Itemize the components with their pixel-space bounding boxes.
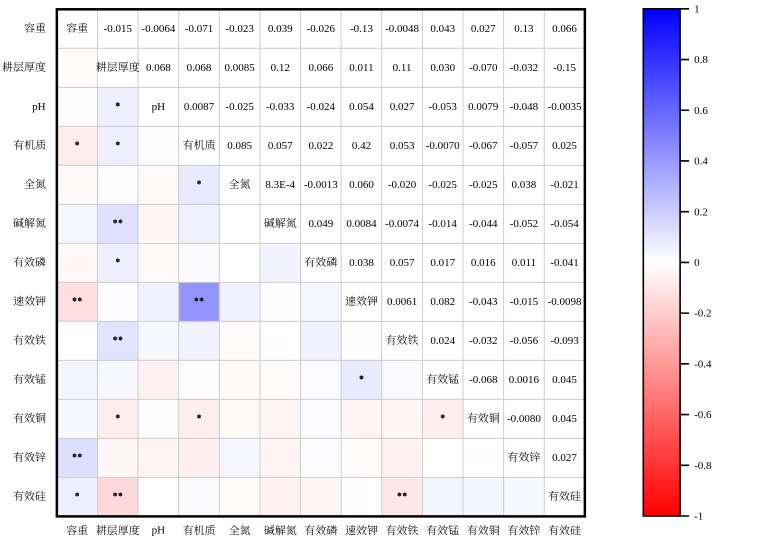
svg-text:-0.0080: -0.0080	[507, 413, 541, 425]
svg-text:0.038: 0.038	[349, 257, 374, 269]
svg-text:-0.025: -0.025	[428, 179, 457, 191]
svg-text:0.060: 0.060	[349, 179, 374, 191]
svg-text:-0.2: -0.2	[694, 308, 711, 320]
svg-text:0: 0	[694, 257, 700, 269]
svg-text:0.0079: 0.0079	[468, 101, 499, 113]
svg-text:-0.070: -0.070	[469, 62, 498, 74]
svg-text:0.027: 0.027	[471, 23, 496, 35]
svg-text:-0.024: -0.024	[307, 101, 336, 113]
svg-text:-0.0048: -0.0048	[385, 23, 419, 35]
svg-text:-0.021: -0.021	[550, 179, 578, 191]
svg-text:-0.0035: -0.0035	[548, 101, 582, 113]
svg-text:-0.0064: -0.0064	[141, 23, 175, 35]
svg-text:-0.056: -0.056	[510, 335, 539, 347]
svg-text:-0.025: -0.025	[225, 101, 254, 113]
svg-text:0.12: 0.12	[271, 62, 290, 74]
svg-text:0.0084: 0.0084	[346, 218, 377, 230]
svg-text:0.017: 0.017	[430, 257, 455, 269]
svg-text:0.0085: 0.0085	[224, 62, 255, 74]
svg-text:0.13: 0.13	[514, 23, 534, 35]
svg-text:0.045: 0.045	[552, 374, 577, 386]
svg-text:0.027: 0.027	[390, 101, 415, 113]
svg-text:0.0061: 0.0061	[387, 296, 417, 308]
svg-text:0.057: 0.057	[268, 140, 293, 152]
svg-text:1: 1	[694, 3, 700, 15]
svg-text:-0.048: -0.048	[510, 101, 539, 113]
svg-text:-0.052: -0.052	[510, 218, 538, 230]
svg-text:0.068: 0.068	[187, 62, 212, 74]
svg-text:-0.13: -0.13	[350, 23, 373, 35]
svg-text:-0.067: -0.067	[469, 140, 498, 152]
svg-text:-0.0098: -0.0098	[548, 296, 582, 308]
svg-text:-0.4: -0.4	[694, 358, 712, 370]
svg-text:0.8: 0.8	[694, 54, 708, 66]
svg-text:-0.025: -0.025	[469, 179, 498, 191]
svg-text:-0.15: -0.15	[553, 62, 576, 74]
svg-text:0.066: 0.066	[308, 62, 333, 74]
svg-text:0.011: 0.011	[349, 62, 373, 74]
svg-text:0.0087: 0.0087	[184, 101, 215, 113]
svg-text:0.066: 0.066	[552, 23, 577, 35]
svg-text:-0.053: -0.053	[428, 101, 457, 113]
svg-text:-0.015: -0.015	[104, 23, 133, 35]
svg-text:0.082: 0.082	[430, 296, 455, 308]
svg-text:0.016: 0.016	[471, 257, 496, 269]
svg-text:0.030: 0.030	[430, 62, 455, 74]
svg-text:0.053: 0.053	[390, 140, 415, 152]
svg-text:0.054: 0.054	[349, 101, 374, 113]
svg-text:0.4: 0.4	[694, 156, 708, 168]
svg-text:-0.023: -0.023	[225, 23, 254, 35]
svg-text:0.038: 0.038	[512, 179, 537, 191]
svg-text:pH: pH	[32, 101, 46, 113]
svg-text:-0.0074: -0.0074	[385, 218, 419, 230]
svg-text:0.2: 0.2	[694, 206, 708, 218]
svg-text:0.045: 0.045	[552, 413, 577, 425]
svg-text:-0.8: -0.8	[694, 460, 712, 472]
svg-text:pH: pH	[152, 101, 166, 113]
svg-text:0.42: 0.42	[352, 140, 371, 152]
svg-text:0.085: 0.085	[227, 140, 252, 152]
svg-text:-0.020: -0.020	[388, 179, 417, 191]
svg-text:-0.015: -0.015	[510, 296, 539, 308]
svg-text:-0.043: -0.043	[469, 296, 498, 308]
svg-text:0.011: 0.011	[512, 257, 536, 269]
svg-text:-0.068: -0.068	[469, 374, 498, 386]
svg-text:0.068: 0.068	[146, 62, 171, 74]
svg-text:pH: pH	[152, 525, 166, 537]
svg-text:-0.032: -0.032	[469, 335, 497, 347]
svg-text:0.11: 0.11	[393, 62, 412, 74]
svg-text:0.022: 0.022	[308, 140, 333, 152]
svg-text:-0.044: -0.044	[469, 218, 498, 230]
svg-text:0.027: 0.027	[552, 452, 577, 464]
svg-text:-0.033: -0.033	[266, 101, 295, 113]
svg-text:0.043: 0.043	[430, 23, 455, 35]
svg-text:-0.071: -0.071	[185, 23, 213, 35]
svg-text:-0.032: -0.032	[510, 62, 538, 74]
svg-text:0.6: 0.6	[694, 105, 708, 117]
svg-text:-0.057: -0.057	[510, 140, 539, 152]
svg-text:-0.041: -0.041	[550, 257, 578, 269]
svg-text:0.057: 0.057	[390, 257, 415, 269]
svg-text:-0.026: -0.026	[307, 23, 336, 35]
svg-text:0.0016: 0.0016	[509, 374, 540, 386]
svg-text:-0.0070: -0.0070	[426, 140, 460, 152]
svg-text:-1: -1	[694, 511, 703, 523]
svg-text:-0.093: -0.093	[550, 335, 579, 347]
svg-text:-0.014: -0.014	[428, 218, 457, 230]
svg-text:-0.0013: -0.0013	[304, 179, 338, 191]
svg-text:0.039: 0.039	[268, 23, 293, 35]
svg-text:0.025: 0.025	[552, 140, 577, 152]
svg-text:-0.054: -0.054	[550, 218, 579, 230]
svg-text:-0.6: -0.6	[694, 409, 712, 421]
svg-text:0.024: 0.024	[430, 335, 455, 347]
svg-text:8.3E-4: 8.3E-4	[265, 179, 295, 191]
svg-text:0.049: 0.049	[308, 218, 333, 230]
